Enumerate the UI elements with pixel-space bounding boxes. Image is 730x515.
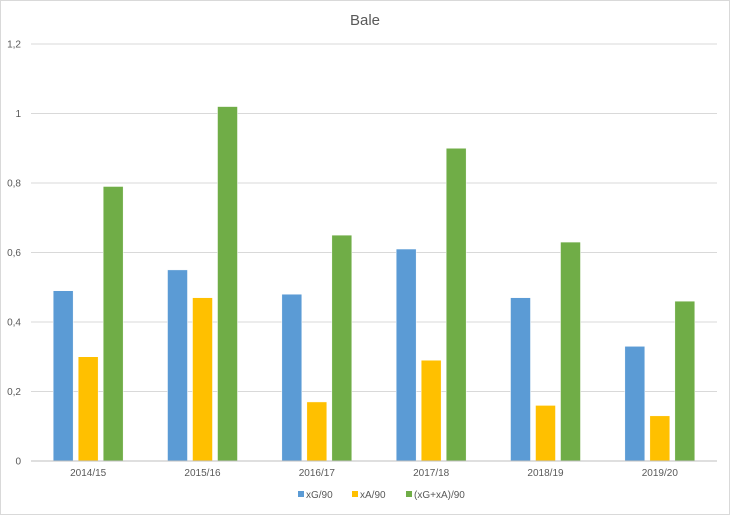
bar xyxy=(649,415,671,462)
bar xyxy=(331,234,353,462)
bar xyxy=(624,346,646,462)
y-tick-label: 1,2 xyxy=(7,40,21,51)
x-tick-label: 2016/17 xyxy=(299,468,336,479)
legend-swatch xyxy=(352,491,358,497)
bar xyxy=(306,401,328,462)
bar xyxy=(395,248,417,462)
bar xyxy=(217,106,238,462)
y-tick-label: 0 xyxy=(15,457,21,468)
y-tick-label: 1 xyxy=(15,109,21,120)
chart-title: Bale xyxy=(350,12,380,29)
legend-label: xG/90 xyxy=(306,490,333,501)
x-axis: 2014/15 2015/16 2016/17 2017/18 2018/19 2019/… xyxy=(31,460,717,479)
y-tick-label: 0,4 xyxy=(7,318,21,329)
legend-swatch xyxy=(406,491,412,497)
legend-label: (xG+xA)/90 xyxy=(414,490,465,501)
bar xyxy=(674,300,696,462)
y-tick-label: 0,2 xyxy=(7,387,21,398)
bar xyxy=(560,241,581,462)
x-tick-label: 2018/19 xyxy=(527,468,564,479)
bar xyxy=(77,356,99,462)
legend-label: xA/90 xyxy=(360,490,386,501)
bar xyxy=(167,269,188,462)
x-tick-label: 2014/15 xyxy=(70,468,107,479)
bar xyxy=(420,359,442,462)
bar xyxy=(535,405,556,462)
legend: xG/90 xA/90 (xG+xA)/90 xyxy=(298,490,465,501)
y-tick-label: 0,6 xyxy=(7,248,21,259)
gridlines xyxy=(31,43,717,392)
bar xyxy=(510,297,531,462)
legend-swatch xyxy=(298,491,304,497)
bar xyxy=(445,148,467,462)
bars xyxy=(52,106,696,462)
x-tick-label: 2017/18 xyxy=(413,468,450,479)
bar xyxy=(192,297,213,462)
x-tick-label: 2015/16 xyxy=(184,468,221,479)
bar xyxy=(281,293,303,462)
y-tick-label: 0,8 xyxy=(7,179,21,190)
x-tick-label: 2019/20 xyxy=(642,468,679,479)
y-axis: 0 0,2 0,4 0,6 0,8 1 1,2 xyxy=(7,40,21,468)
bar xyxy=(102,186,124,462)
bar xyxy=(52,290,74,462)
